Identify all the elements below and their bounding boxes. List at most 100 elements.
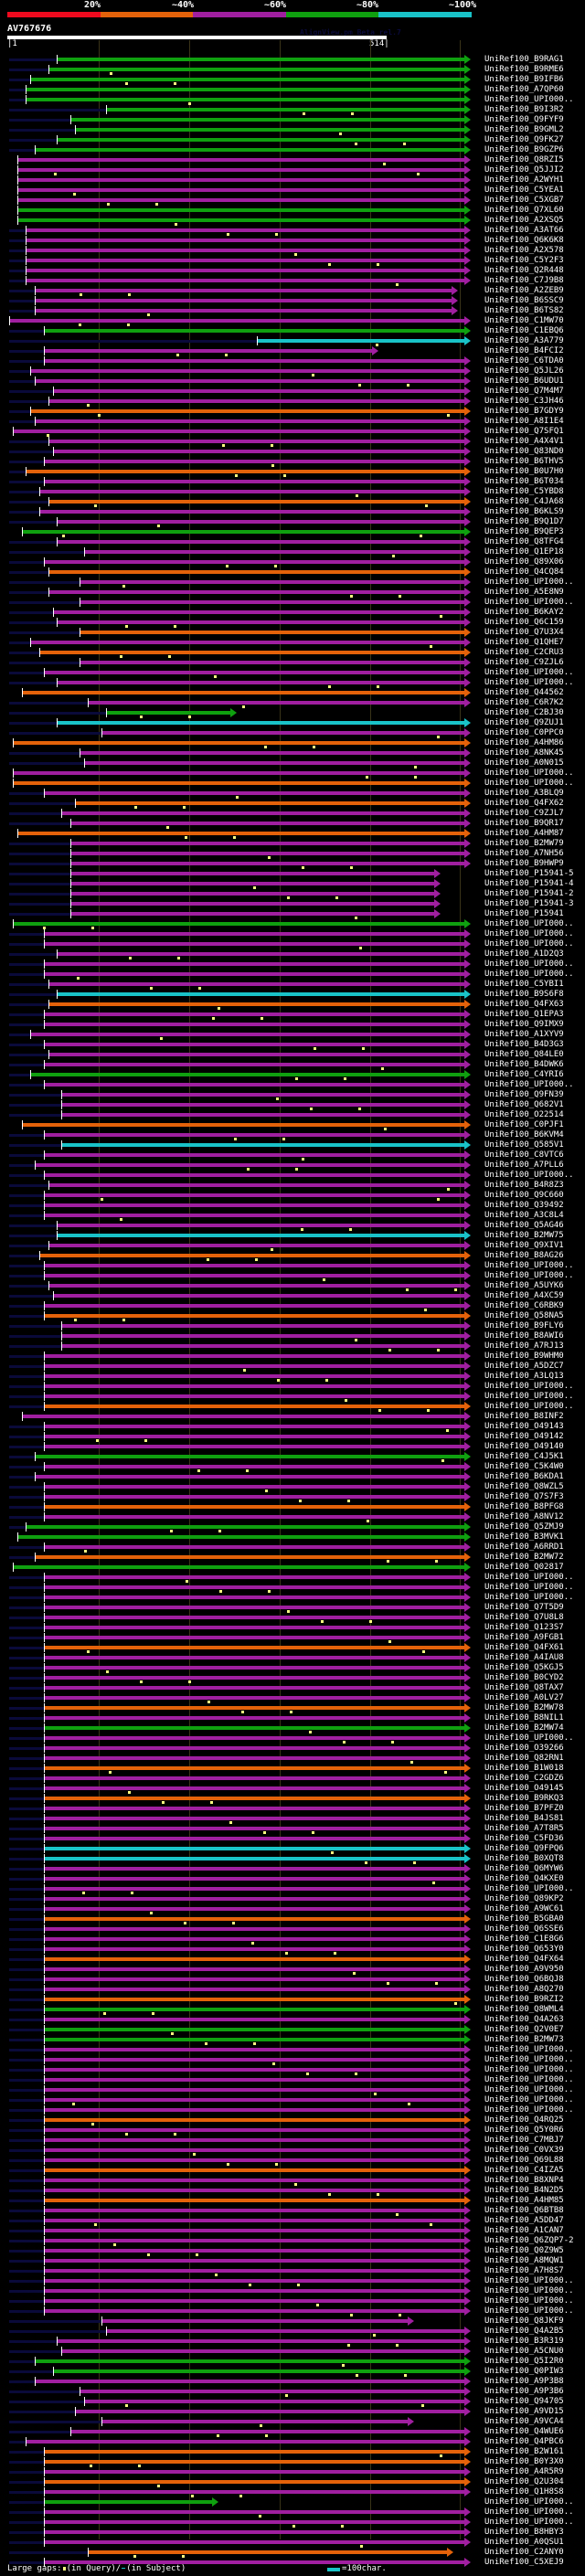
hit-label[interactable]: UniRef100_A5E8N9 (484, 588, 564, 597)
hit-bar[interactable] (44, 972, 464, 976)
hit-row[interactable]: UniRef100_Q7U3X4 (0, 628, 585, 638)
hit-label[interactable]: UniRef100_C5FD36 (484, 1834, 564, 1843)
hit-label[interactable]: UniRef100_A7PLL6 (484, 1161, 564, 1170)
hit-bar[interactable] (44, 2189, 464, 2192)
hit-row[interactable]: UniRef100_B4R8Z3 (0, 1181, 585, 1191)
hit-bar[interactable] (44, 2118, 464, 2122)
hit-row[interactable]: UniRef100_B0U7H0 (0, 467, 585, 477)
hit-row[interactable]: UniRef100_Q6MYW6 (0, 1864, 585, 1874)
hit-bar[interactable] (44, 2058, 464, 2062)
hit-row[interactable]: UniRef100_A7T8R5 (0, 1824, 585, 1834)
hit-row[interactable]: UniRef100_Q9XIV1 (0, 1241, 585, 1251)
hit-label[interactable]: UniRef100_A4HM87 (484, 829, 564, 838)
hit-row[interactable]: UniRef100_C8VTC6 (0, 1150, 585, 1161)
hit-bar[interactable] (44, 1988, 464, 1991)
hit-label[interactable]: UniRef100_A3AT66 (484, 226, 564, 235)
hit-row[interactable]: UniRef100_Q4FX63 (0, 1000, 585, 1010)
hit-row[interactable]: UniRef100_O39266 (0, 1744, 585, 1754)
hit-row[interactable]: UniRef100_Q5AG46 (0, 1221, 585, 1231)
hit-row[interactable]: UniRef100_B0Y3X0 (0, 2457, 585, 2467)
hit-bar[interactable] (36, 2380, 464, 2383)
hit-bar[interactable] (13, 429, 464, 433)
hit-bar[interactable] (44, 2460, 464, 2464)
hit-label[interactable]: UniRef100_B2MW73 (484, 2035, 564, 2044)
hit-label[interactable]: UniRef100_B0Y3X0 (484, 2457, 564, 2466)
hit-label[interactable]: UniRef100_A5CNU0 (484, 2347, 564, 2356)
hit-bar[interactable] (31, 1073, 464, 1076)
hit-bar[interactable] (48, 570, 464, 574)
hit-row[interactable]: UniRef100_P15941 (0, 909, 585, 919)
hit-row[interactable]: UniRef100_C7J9B8 (0, 276, 585, 286)
hit-row[interactable]: UniRef100_A9WC61 (0, 1904, 585, 1914)
hit-row[interactable]: UniRef100_UPI000.. (0, 929, 585, 939)
hit-label[interactable]: UniRef100_Q4FX63 (484, 1000, 564, 1009)
hit-bar[interactable] (44, 1887, 464, 1891)
hit-label[interactable]: UniRef100_Q1H8S8 (484, 2487, 564, 2496)
hit-label[interactable]: UniRef100_C6TDA0 (484, 356, 564, 366)
hit-label[interactable]: UniRef100_A9V950 (484, 1965, 564, 1974)
hit-row[interactable]: UniRef100_B0XQT8 (0, 1854, 585, 1864)
hit-bar[interactable] (48, 982, 464, 986)
hit-label[interactable]: UniRef100_B8HBY3 (484, 2528, 564, 2537)
hit-label[interactable]: UniRef100_C3JH46 (484, 397, 564, 406)
hit-bar[interactable] (44, 1867, 464, 1871)
hit-label[interactable]: UniRef100_Q7S7F3 (484, 1492, 564, 1501)
hit-bar[interactable] (58, 721, 464, 725)
hit-bar[interactable] (44, 1264, 464, 1267)
hit-label[interactable]: UniRef100_UPI000.. (484, 2286, 574, 2295)
hit-label[interactable]: UniRef100_C7MBJ7 (484, 2136, 564, 2145)
hit-label[interactable]: UniRef100_UPI000.. (484, 2306, 574, 2316)
hit-bar[interactable] (44, 2299, 464, 2303)
hit-bar[interactable] (48, 440, 464, 443)
hit-label[interactable]: UniRef100_B9QEP3 (484, 527, 564, 536)
hit-row[interactable]: UniRef100_A8MQW1 (0, 2256, 585, 2266)
hit-label[interactable]: UniRef100_UPI000.. (484, 598, 574, 607)
hit-row[interactable]: UniRef100_C1EBQ6 (0, 326, 585, 336)
hit-row[interactable]: UniRef100_B2W161 (0, 2447, 585, 2457)
hit-label[interactable]: UniRef100_UPI000.. (484, 2296, 574, 2306)
hit-label[interactable]: UniRef100_Q8TAX7 (484, 1683, 564, 1692)
hit-label[interactable]: UniRef100_UPI000.. (484, 2065, 574, 2074)
hit-label[interactable]: UniRef100_A0QSU1 (484, 2538, 564, 2547)
hit-bar[interactable] (44, 2289, 464, 2293)
hit-label[interactable]: UniRef100_B1W018 (484, 1764, 564, 1773)
hit-label[interactable]: UniRef100_Q7T5D9 (484, 1603, 564, 1612)
hit-label[interactable]: UniRef100_O49140 (484, 1442, 564, 1451)
hit-label[interactable]: UniRef100_UPI000.. (484, 578, 574, 587)
hit-bar[interactable] (40, 1254, 464, 1257)
hit-row[interactable]: UniRef100_A8NV12 (0, 1512, 585, 1522)
hit-row[interactable]: UniRef100_C5YEA1 (0, 186, 585, 196)
hit-label[interactable]: UniRef100_B2MW72 (484, 1553, 564, 1562)
hit-row[interactable]: UniRef100_B4FCI2 (0, 346, 585, 356)
hit-row[interactable]: UniRef100_A4R5R9 (0, 2467, 585, 2477)
hit-bar[interactable] (58, 2339, 464, 2343)
hit-bar[interactable] (27, 269, 464, 272)
hit-label[interactable]: UniRef100_B4DWK6 (484, 1060, 564, 1069)
hit-bar[interactable] (75, 128, 464, 132)
hit-label[interactable]: UniRef100_C5Y2F3 (484, 256, 564, 265)
hit-label[interactable]: UniRef100_Q89KP2 (484, 1894, 564, 1903)
hit-row[interactable]: UniRef100_Q0Z9W5 (0, 2246, 585, 2256)
hit-label[interactable]: UniRef100_Q9ZUJ1 (484, 718, 564, 727)
hit-bar[interactable] (44, 1766, 464, 1770)
hit-bar[interactable] (89, 2550, 447, 2554)
hit-bar[interactable] (80, 751, 464, 755)
hit-label[interactable]: UniRef100_A9P3B8 (484, 2377, 564, 2386)
hit-bar[interactable] (44, 2269, 464, 2273)
hit-bar[interactable] (44, 1595, 464, 1599)
hit-label[interactable]: UniRef100_C5XGB7 (484, 196, 564, 205)
hit-label[interactable]: UniRef100_C2ANY0 (484, 2548, 564, 2557)
hit-bar[interactable] (44, 1575, 464, 1579)
hit-bar[interactable] (44, 1354, 464, 1358)
hit-row[interactable]: UniRef100_Q4FX62 (0, 799, 585, 809)
hit-bar[interactable] (17, 832, 464, 835)
hit-row[interactable]: UniRef100_UPI000.. (0, 1593, 585, 1603)
hit-bar[interactable] (44, 2138, 464, 2142)
hit-bar[interactable] (44, 1797, 464, 1800)
hit-bar[interactable] (44, 1304, 464, 1308)
hit-row[interactable]: UniRef100_Q6BTB8 (0, 2206, 585, 2216)
hit-row[interactable]: UniRef100_A6RRD1 (0, 1542, 585, 1553)
hit-label[interactable]: UniRef100_Q4FX62 (484, 799, 564, 808)
hit-bar[interactable] (40, 651, 464, 654)
hit-row[interactable]: UniRef100_Q9FYF9 (0, 115, 585, 125)
